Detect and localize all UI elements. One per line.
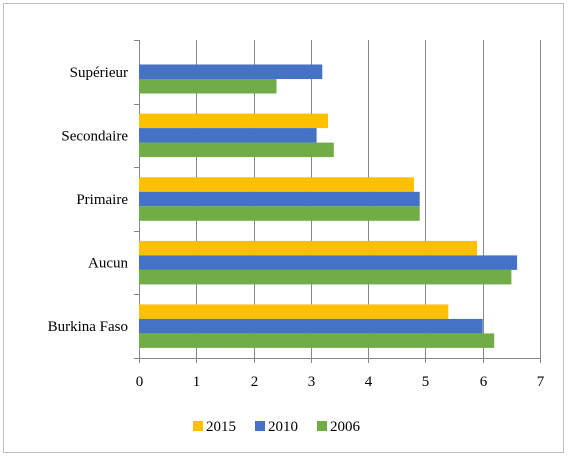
bar-2010-2 (139, 191, 420, 207)
legend-label-2010: 2010 (268, 419, 298, 435)
legend-label-2006: 2006 (330, 419, 361, 435)
x-tick-label: 1 (193, 374, 201, 390)
bar-chart: Supérieur Secondaire Primaire Aucun Burkina … (48, 40, 545, 435)
bar-2010-0 (139, 64, 323, 79)
legend-swatch-2010 (255, 421, 265, 431)
bar-2010-3 (139, 255, 518, 270)
legend-swatch-2006 (317, 421, 327, 431)
x-tick-label: 3 (308, 374, 316, 390)
bar-2006-0 (139, 79, 277, 94)
chart-frame: Supérieur Secondaire Primaire Aucun Burkina … (3, 3, 564, 453)
x-tick-label: 7 (537, 374, 545, 390)
category-label: Aucun (88, 256, 128, 272)
x-tick-label: 5 (422, 374, 430, 390)
category-label: Secondaire (61, 128, 128, 144)
category-label: Burkina Faso (48, 319, 128, 335)
bar-2015-2 (139, 177, 414, 192)
bar-2010-1 (139, 128, 317, 143)
legend-swatch-2015 (193, 421, 203, 431)
bar-2006-2 (139, 206, 420, 221)
x-tick-label: 0 (136, 374, 144, 390)
bar-2006-1 (139, 142, 334, 158)
bar-2006-3 (139, 269, 512, 285)
x-tick-label: 4 (365, 374, 373, 390)
x-tick-label: 6 (480, 374, 488, 390)
bar-2015-1 (139, 113, 328, 129)
bar-2015-4 (139, 304, 449, 319)
bar-2010-4 (139, 318, 483, 334)
category-label: Supérieur (70, 65, 128, 81)
category-label: Primaire (76, 192, 128, 208)
legend-label-2015: 2015 (206, 419, 236, 435)
x-tick-label: 2 (251, 374, 259, 390)
bar-2015-3 (139, 240, 477, 256)
bar-2006-4 (139, 333, 495, 348)
